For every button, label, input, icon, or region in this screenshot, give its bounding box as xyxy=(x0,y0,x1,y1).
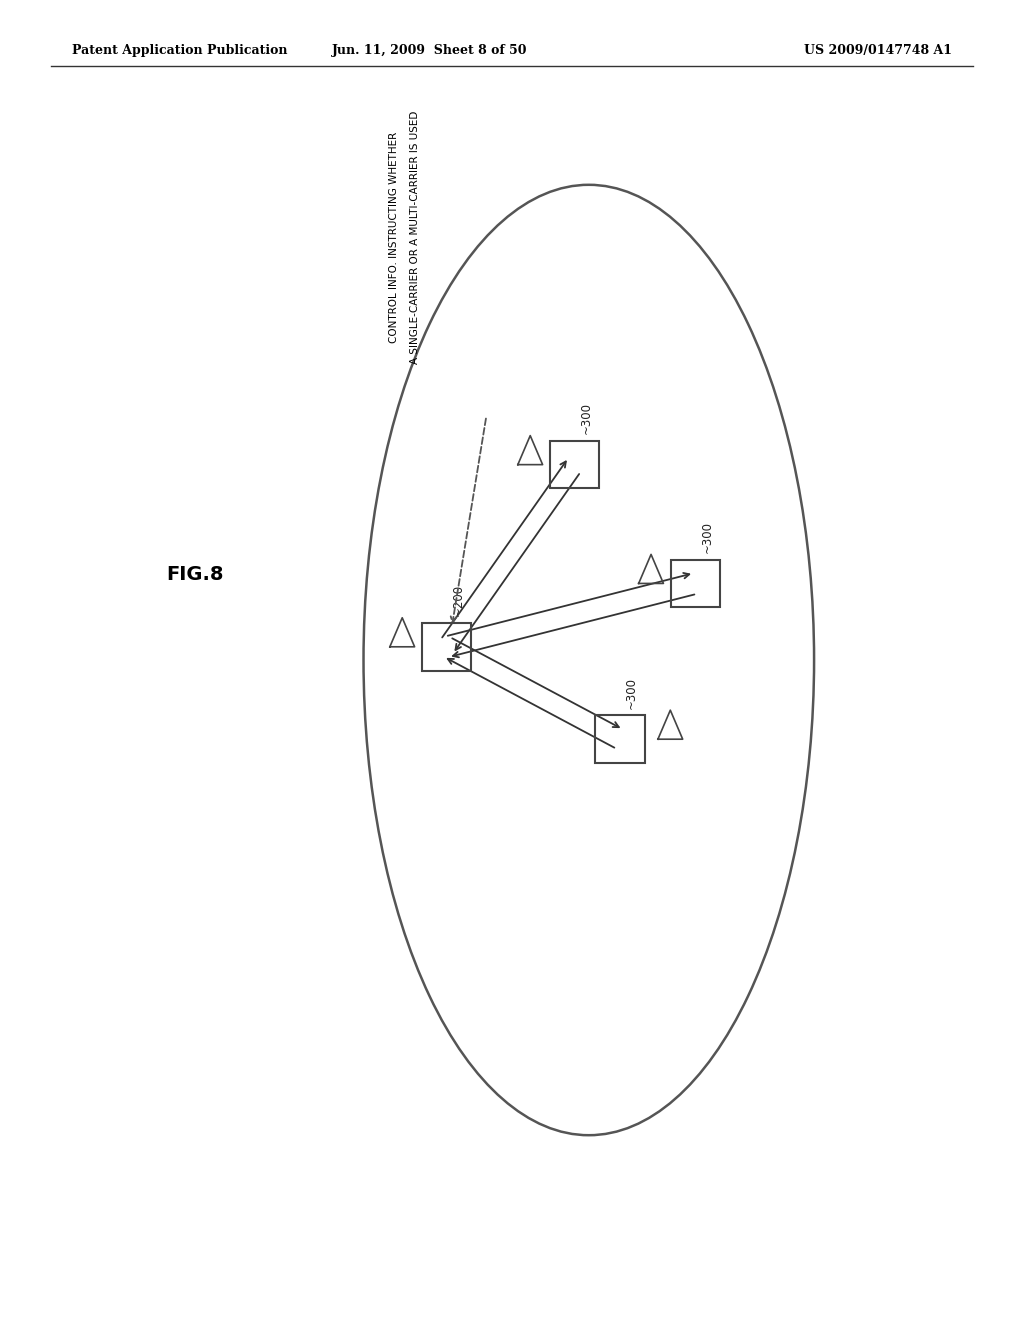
Text: FIG.8: FIG.8 xyxy=(166,565,223,583)
Text: ~300: ~300 xyxy=(700,521,714,553)
Text: ~200: ~200 xyxy=(452,585,465,616)
Text: Patent Application Publication: Patent Application Publication xyxy=(72,44,287,57)
Bar xyxy=(422,623,471,671)
Text: US 2009/0147748 A1: US 2009/0147748 A1 xyxy=(804,44,952,57)
Text: A SINGLE-CARRIER OR A MULTI-CARRIER IS USED: A SINGLE-CARRIER OR A MULTI-CARRIER IS U… xyxy=(410,111,420,364)
Bar xyxy=(550,441,599,488)
Bar xyxy=(595,715,644,763)
Text: CONTROL INFO. INSTRUCTING WHETHER: CONTROL INFO. INSTRUCTING WHETHER xyxy=(389,132,399,343)
Text: ~300: ~300 xyxy=(580,403,593,434)
Text: Jun. 11, 2009  Sheet 8 of 50: Jun. 11, 2009 Sheet 8 of 50 xyxy=(333,44,527,57)
Text: ~300: ~300 xyxy=(625,677,638,709)
Bar xyxy=(671,560,720,607)
